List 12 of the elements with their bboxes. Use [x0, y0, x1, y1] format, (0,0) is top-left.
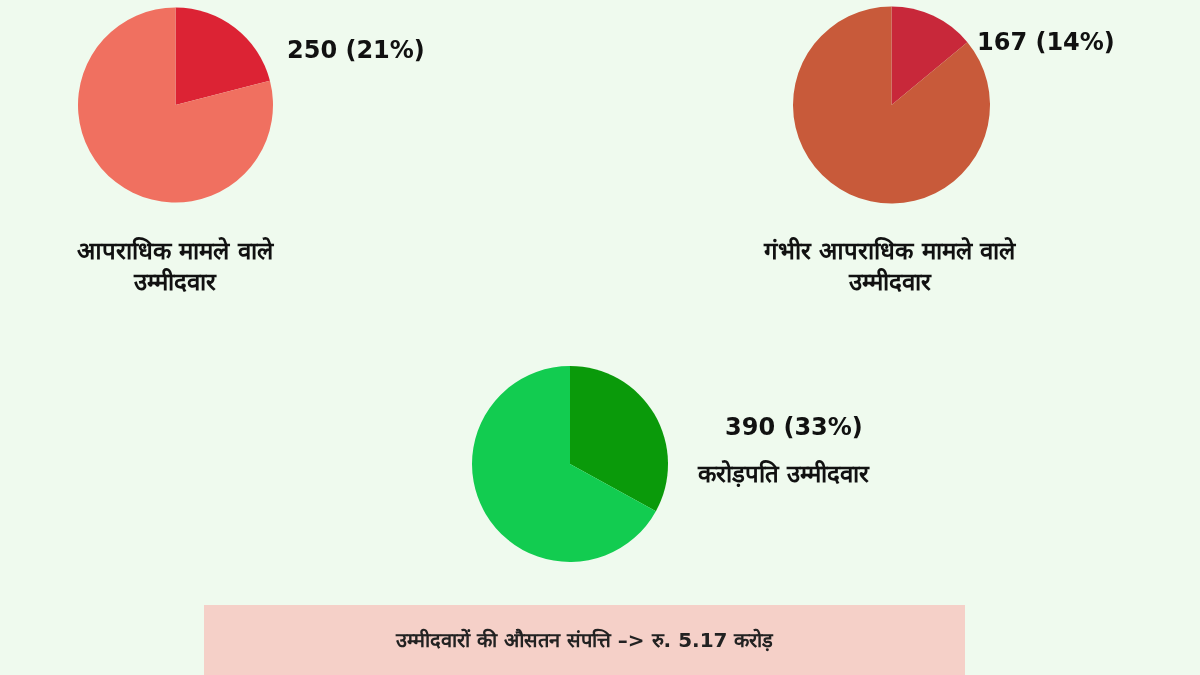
pie-slice	[472, 366, 656, 562]
text: उम्मीदवारों की औसतन संपत्ति –> रु. 5.17 करोड़	[395, 628, 775, 652]
text: आपराधिक मामले वाले उम्मीदवार	[77, 237, 275, 297]
data-label: 390 (33%)	[725, 413, 863, 441]
text: करोड़पति उम्मीदवार	[697, 460, 871, 488]
text: गंभीर आपराधिक मामले वाले उम्मीदवार	[763, 237, 1018, 297]
pie-slice	[891, 6, 968, 105]
pie-slice	[78, 7, 273, 203]
data-label: 167 (14%)	[977, 28, 1115, 56]
data-label: 250 (21%)	[287, 36, 425, 64]
pie-slice	[570, 366, 668, 512]
pie-slice	[175, 7, 270, 105]
